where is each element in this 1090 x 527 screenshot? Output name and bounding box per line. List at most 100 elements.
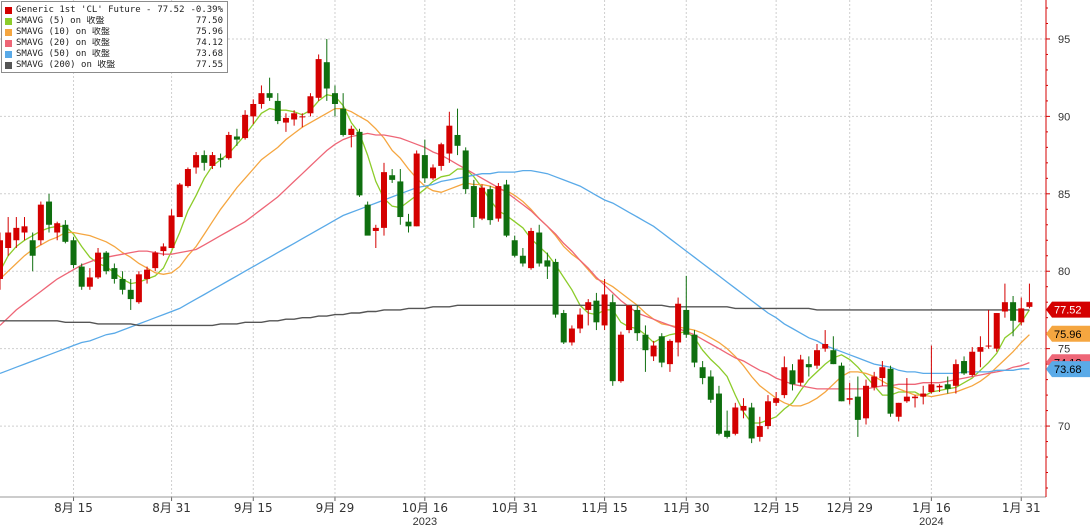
candle-body [577,314,584,329]
y-tick-label: 75 [1058,344,1070,356]
candle-body [773,398,780,403]
x-tick-label: 1月 16 [912,501,951,515]
legend-swatch [5,29,12,36]
candle-body [601,294,608,326]
candle-body [969,351,976,375]
candle-body [879,367,886,379]
candle-body [952,364,959,386]
candle-body [805,364,812,368]
candle-body [495,186,502,219]
candle-body [887,368,894,414]
candle-body [863,385,870,419]
ma-line-5 [0,94,1030,424]
x-tick-label: 1月 31 [1002,501,1041,515]
legend-label: SMAVG (5) on 收盤 [16,16,105,26]
candle-body [299,116,306,118]
candle-body [209,155,216,166]
candle-body [5,232,12,248]
legend-label: SMAVG (50) on 收盤 [16,49,110,59]
candle-body [119,278,126,290]
candle-body [111,268,118,279]
candle-body [944,384,951,389]
legend-value: 74.12 [195,38,223,48]
candle-body [838,365,845,402]
legend-item-price: Generic 1st 'CL' Future - 最新價 77.52 -0.3… [5,5,223,16]
candle-body [552,261,559,315]
x-tick-label: 12月 29 [827,501,873,515]
candle-body [266,93,273,98]
candle-body [233,136,240,140]
legend-label: SMAVG (20) on 收盤 [16,38,110,48]
tag-background [1046,301,1090,318]
candle-body [626,305,633,331]
candle-body [1026,302,1033,307]
candle-body [103,252,110,272]
legend-item-sma200: SMAVG (200) on 收盤 77.55 [5,60,223,71]
candle-body [380,172,387,228]
candle-body [544,260,551,267]
candle-body [152,252,159,269]
x-tick-label: 11月 15 [581,501,627,515]
candle-body [568,328,575,343]
legend-swatch [5,51,12,58]
ma-line-200 [0,304,1030,327]
legend-swatch [5,7,12,14]
candle-body [895,402,902,417]
candle-body [348,128,355,135]
candle-body [405,221,412,227]
candle-body [691,334,698,363]
legend-item-sma10: SMAVG (10) on 收盤 75.96 [5,27,223,38]
candle-body [421,155,428,179]
legend-label: Generic 1st 'CL' Future - 最新價 [16,5,157,15]
candle-body [193,155,200,168]
candle-body [797,359,804,383]
candle-body [1001,302,1008,312]
tag-label: 77.52 [1054,305,1082,317]
candle-body [315,59,322,98]
tag-label: 73.68 [1054,364,1082,376]
candle-body [487,189,494,221]
candle-body [789,370,796,385]
moving-average-lines [0,94,1030,424]
candle-body [470,186,477,218]
candle-body [356,131,363,196]
candle-body [78,266,85,287]
last-value-tag: 77.52 [1046,301,1090,318]
candle-body [715,393,722,434]
legend-value: 73.68 [195,49,223,59]
candle-body [144,269,151,279]
candle-body [397,181,404,218]
candle-body [912,396,919,399]
candle-body [650,345,657,357]
candle-body [413,153,420,227]
tag-background [1046,325,1090,342]
candle-body [928,384,935,392]
candle-body [985,345,992,347]
candle-body [585,302,592,310]
candle-body [756,426,763,437]
last-value-tag: 75.96 [1046,325,1090,342]
candle-body [62,224,69,242]
candle-body [609,302,616,382]
legend-item-sma20: SMAVG (20) on 收盤 74.12 [5,38,223,49]
candle-body [168,215,175,248]
candle-body [764,401,771,427]
candle-body [732,407,739,434]
candle-body [0,240,3,279]
legend-swatch [5,18,12,25]
candle-body [593,300,600,323]
candle-body [274,100,281,122]
legend-change: -0.39% [190,5,223,15]
legend-value: 77.50 [195,16,223,26]
candle-body [160,246,167,252]
candle-body [462,150,469,190]
candle-body [340,108,347,135]
candle-body [536,232,543,264]
ma-line-50 [0,169,1030,375]
candle-body [830,350,837,365]
candle-body [519,255,526,264]
candle-body [822,344,829,349]
x-tick-label: 10月 16 [402,501,448,515]
candle-body [307,96,314,114]
